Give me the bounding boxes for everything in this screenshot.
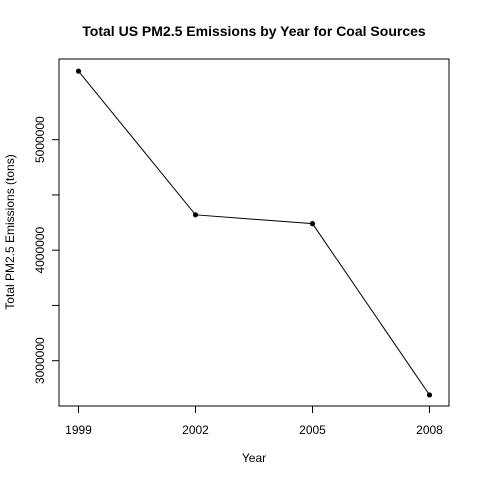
data-point [192,212,199,218]
x-tick-label: 2002 [182,423,209,437]
data-point [426,392,433,398]
y-axis-label: Total PM2.5 Emissions (tons) [3,154,17,309]
plot-frame [58,58,450,407]
y-tick-label: 5000000 [33,116,47,163]
x-axis-label: Year [242,451,266,465]
series-line [75,68,433,398]
x-tick-label: 2005 [299,423,326,437]
data-point [75,68,82,74]
y-tick-label: 4000000 [33,226,47,273]
data-point [309,221,316,227]
data-line [78,70,430,396]
chart-title: Total US PM2.5 Emissions by Year for Coa… [82,23,426,39]
x-axis: 1999 2002 2005 2008 [65,405,443,437]
y-tick-label: 3000000 [33,337,47,384]
x-tick-label: 2008 [416,423,443,437]
y-axis: 3000000 4000000 5000000 [33,116,60,384]
x-tick-label: 1999 [65,423,92,437]
